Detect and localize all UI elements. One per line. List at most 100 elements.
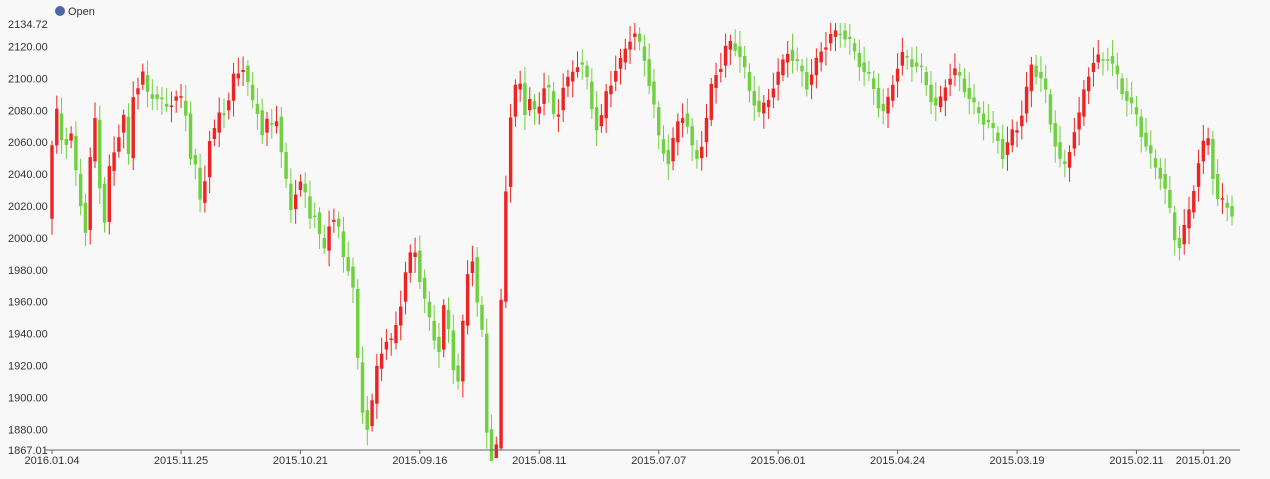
- candle-down: [408, 252, 413, 273]
- candle-down: [465, 274, 470, 326]
- candle-down: [943, 87, 948, 101]
- x-tick-label: 2015.02.11: [1109, 455, 1163, 467]
- candle-up: [967, 87, 971, 100]
- candle-up: [59, 113, 64, 141]
- candle-up: [867, 71, 871, 74]
- candle-up: [279, 116, 284, 153]
- candle-down: [766, 99, 771, 108]
- candle-up: [637, 33, 642, 42]
- candle-down: [265, 118, 269, 133]
- candle-down: [719, 68, 723, 72]
- candle-up: [198, 167, 202, 200]
- candle-up: [317, 212, 322, 234]
- y-tick-label: 2020.00: [8, 201, 48, 213]
- candle-up: [857, 52, 862, 68]
- x-tick-label: 2015.07.07: [631, 455, 686, 467]
- candle-down: [728, 40, 733, 50]
- candle-down: [833, 30, 838, 37]
- candle-up: [738, 46, 742, 58]
- candle-up: [160, 97, 164, 100]
- candle-up: [102, 183, 107, 223]
- candle-up: [308, 196, 312, 219]
- candle-up: [356, 288, 360, 358]
- y-tick-label: 2060.00: [8, 137, 48, 149]
- candle-up: [64, 138, 69, 146]
- candle-down: [203, 181, 207, 203]
- candle-down: [513, 84, 518, 117]
- candle-down: [461, 320, 465, 382]
- candle-up: [1158, 167, 1163, 179]
- candle-up: [427, 301, 432, 318]
- candle-down: [819, 51, 823, 63]
- candle-down: [1192, 190, 1196, 213]
- candle-up: [905, 56, 909, 58]
- candle-up: [1106, 59, 1110, 61]
- legend: Open: [55, 6, 95, 18]
- candle-down: [895, 68, 900, 82]
- candle-down: [236, 73, 241, 79]
- candle-up: [876, 87, 881, 109]
- x-tick-label: 2015.04.24: [870, 455, 925, 467]
- candle-up: [862, 62, 866, 73]
- candle-up: [843, 30, 847, 40]
- candle-down: [776, 71, 780, 85]
- candle-down: [948, 78, 952, 85]
- candle-down: [886, 96, 890, 114]
- candle-down: [561, 87, 565, 111]
- candle-up: [1000, 138, 1005, 159]
- candle-down: [379, 353, 384, 369]
- x-axis-ticks: 2016.01.04 2015.11.25 2015.10.21 2015.09.16…: [24, 450, 1231, 467]
- candle-up: [1039, 71, 1043, 79]
- candle-up: [98, 119, 102, 189]
- candle-down: [566, 76, 570, 87]
- candle-down: [1077, 112, 1081, 130]
- y-tick-label-min: 1867.01: [8, 445, 48, 457]
- y-tick-label: 2040.00: [8, 169, 48, 181]
- candle-down: [891, 84, 895, 101]
- candle-down: [55, 108, 59, 146]
- candle-down: [375, 365, 379, 404]
- candle-up: [341, 231, 346, 258]
- candle-down: [771, 88, 776, 98]
- candle-down: [1187, 209, 1191, 229]
- candle-up: [418, 250, 422, 282]
- candle-up: [924, 71, 928, 86]
- candles: [50, 23, 1234, 461]
- candle-up: [752, 91, 756, 106]
- candle-up: [480, 304, 484, 330]
- candle-up: [805, 71, 809, 90]
- candle-up: [690, 126, 694, 146]
- candle-down: [399, 306, 403, 326]
- candle-down: [1220, 198, 1225, 200]
- candle-up: [747, 71, 752, 92]
- candle-up: [126, 116, 131, 154]
- candle-up: [910, 59, 914, 67]
- candle-up: [962, 78, 967, 93]
- candle-up: [1134, 107, 1139, 115]
- candle-up: [647, 59, 651, 86]
- candle-down: [207, 141, 212, 178]
- candle-down: [121, 114, 126, 133]
- y-tick-label: 2100.00: [8, 73, 48, 85]
- candle-up: [652, 81, 656, 105]
- candle-up: [1110, 56, 1115, 64]
- candle-up: [657, 107, 661, 136]
- candle-up: [150, 94, 155, 99]
- candle-up: [1048, 94, 1053, 125]
- candle-up: [1120, 78, 1124, 95]
- candle-down: [900, 52, 905, 66]
- candle-down: [1201, 140, 1206, 162]
- candle-up: [346, 257, 350, 272]
- candle-up: [523, 83, 527, 115]
- candle-down: [1082, 89, 1086, 117]
- candle-down: [599, 115, 604, 127]
- candle-down: [828, 34, 833, 44]
- candle-up: [78, 174, 83, 207]
- candle-down: [1067, 152, 1072, 168]
- candle-up: [432, 320, 436, 341]
- candle-down: [671, 137, 675, 162]
- candle-down: [327, 226, 331, 251]
- candle-down: [556, 114, 561, 117]
- candle-up: [757, 100, 761, 113]
